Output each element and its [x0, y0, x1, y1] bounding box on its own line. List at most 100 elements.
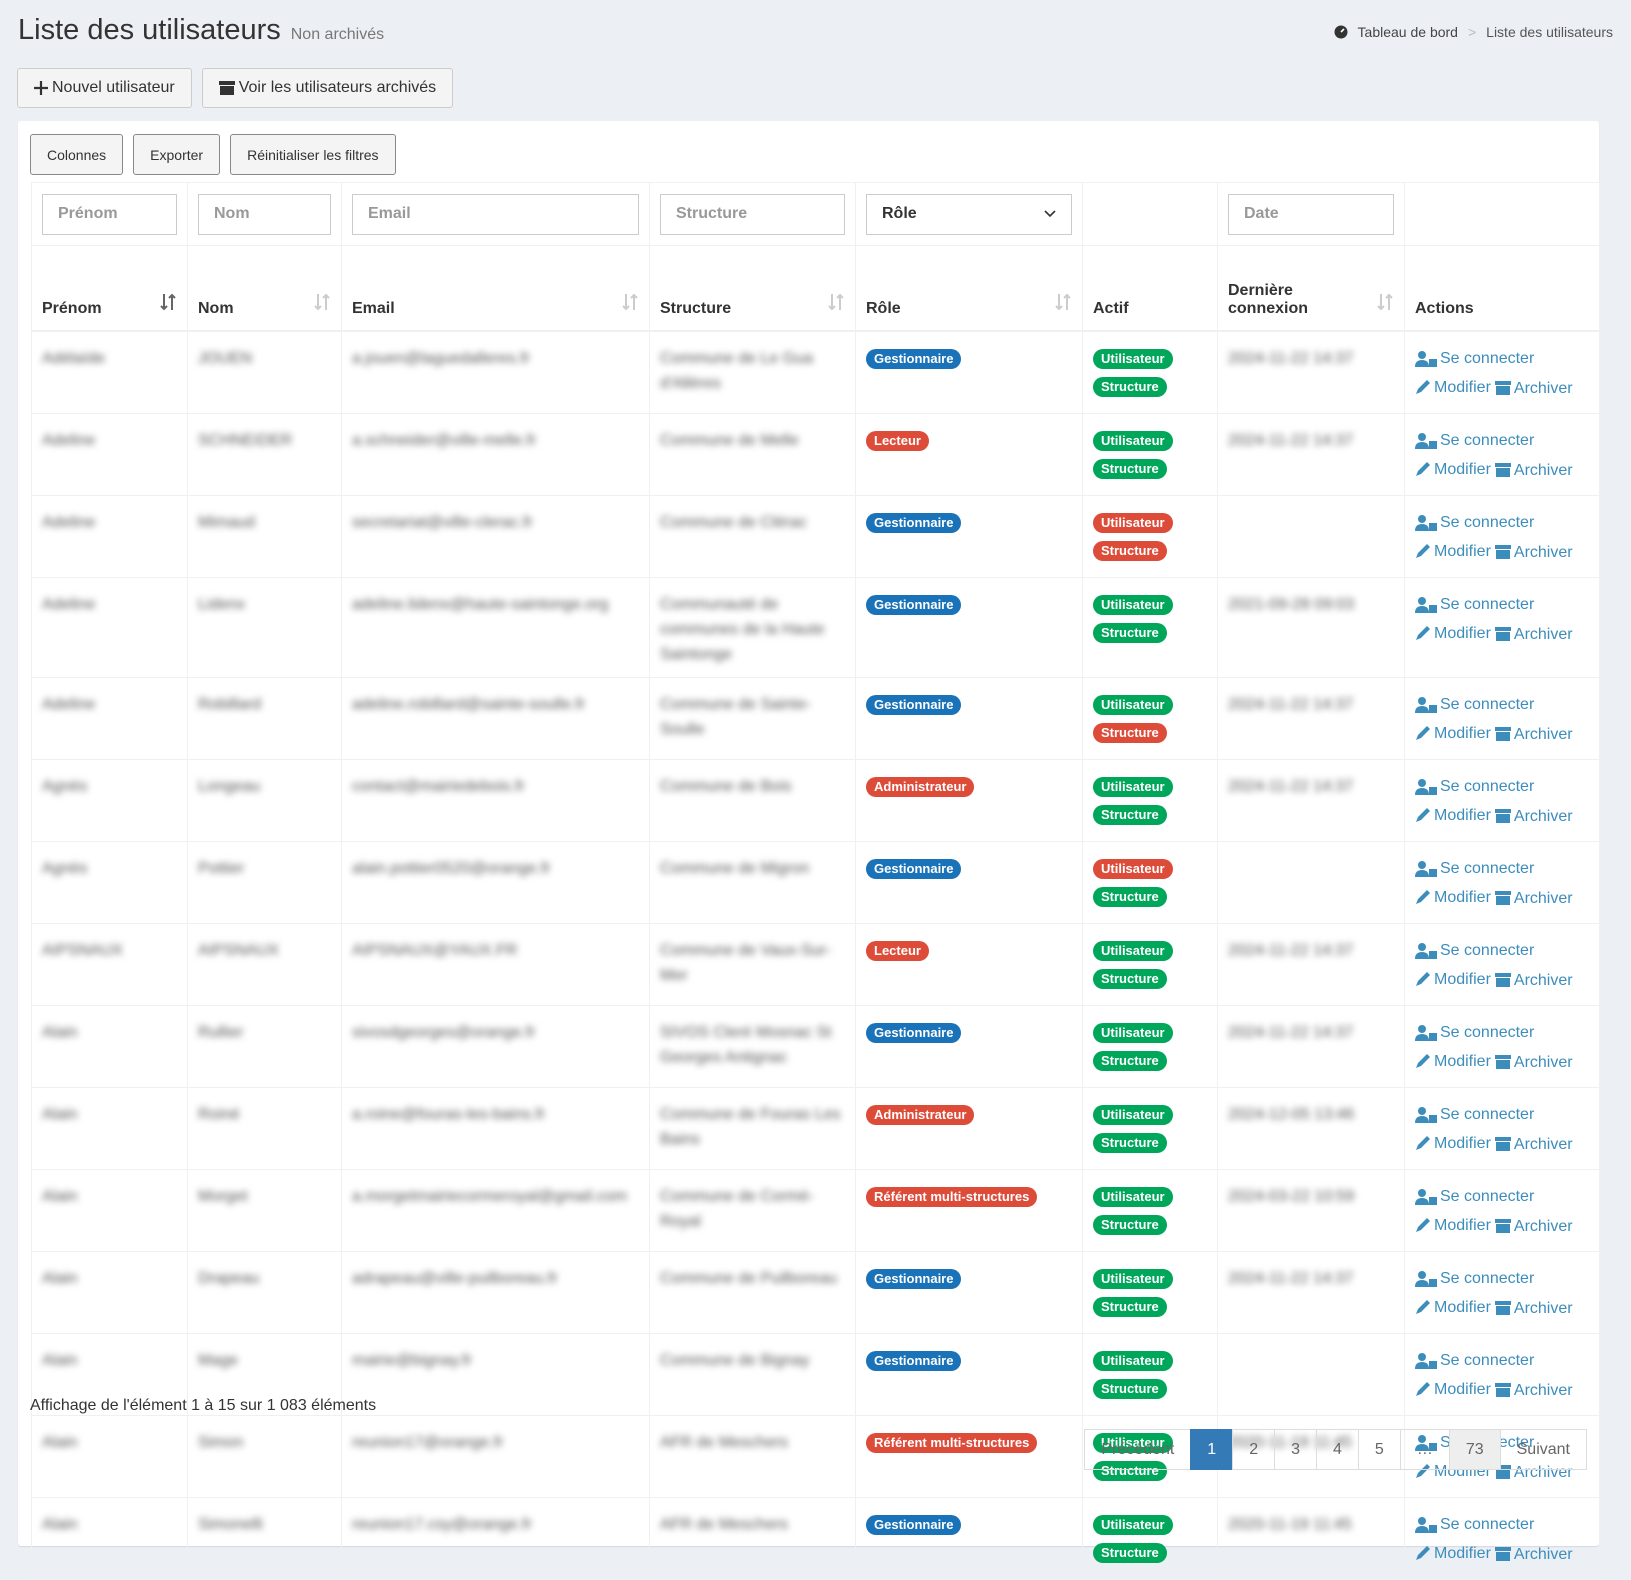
login-as-link[interactable]: Se connecter: [1415, 1266, 1534, 1291]
cell-role: Gestionnaire: [855, 495, 1083, 578]
edit-link[interactable]: Modifier: [1415, 1131, 1491, 1156]
archive-link[interactable]: Archiver: [1494, 968, 1573, 993]
edit-link[interactable]: Modifier: [1415, 967, 1491, 992]
column-header[interactable]: Nom: [187, 245, 342, 332]
edit-link[interactable]: Modifier: [1415, 621, 1491, 646]
role-badge: Gestionnaire: [866, 1351, 962, 1371]
login-as-link[interactable]: Se connecter: [1415, 1512, 1534, 1537]
placeholder: Date: [1244, 205, 1279, 222]
edit-link[interactable]: Modifier: [1415, 1295, 1491, 1320]
cell-role: Référent multi-structures: [855, 1415, 1083, 1498]
archive-icon-svg: [1494, 727, 1511, 741]
archive-link[interactable]: Archiver: [1494, 722, 1573, 747]
breadcrumb-link[interactable]: Tableau de bord: [1357, 24, 1458, 40]
archive-link[interactable]: Archiver: [1494, 1132, 1573, 1157]
edit-link[interactable]: Modifier: [1415, 1213, 1491, 1238]
column-title: Actif: [1093, 300, 1129, 317]
page-link[interactable]: 73: [1448, 1429, 1501, 1470]
status-badge: Structure: [1093, 969, 1167, 989]
archive-icon-svg: [1494, 1547, 1511, 1561]
archive-link[interactable]: Archiver: [1494, 1214, 1573, 1239]
page-link[interactable]: 2: [1232, 1429, 1276, 1470]
pencil-icon: [1415, 1135, 1431, 1151]
login-as-link[interactable]: Se connecter: [1415, 428, 1534, 453]
status-badge: Utilisateur: [1093, 595, 1173, 615]
filter-input[interactable]: Email: [352, 193, 639, 235]
page-link[interactable]: 4: [1316, 1429, 1359, 1470]
column-header[interactable]: Email: [341, 245, 650, 332]
column-header[interactable]: Dernière connexion: [1217, 245, 1405, 332]
login-as-link[interactable]: Se connecter: [1415, 1184, 1534, 1209]
archive-link[interactable]: Archiver: [1494, 1460, 1573, 1485]
new-user-button[interactable]: Nouvel utilisateur: [17, 68, 192, 108]
login-as-link[interactable]: Se connecter: [1415, 1020, 1534, 1045]
toolbar-button[interactable]: Réinitialiser les filtres: [230, 134, 396, 175]
edit-link[interactable]: Modifier: [1415, 803, 1491, 828]
archived-button[interactable]: Voir les utilisateurs archivés: [201, 68, 454, 108]
column-header[interactable]: Rôle: [855, 245, 1083, 332]
page-link[interactable]: Précédent: [1084, 1429, 1192, 1470]
archive-link[interactable]: Archiver: [1494, 1050, 1573, 1075]
status-badge: Utilisateur: [1093, 859, 1173, 879]
login-as-link[interactable]: Se connecter: [1415, 346, 1534, 371]
cell-nom: AIPSNAUX: [187, 923, 342, 1006]
page-link[interactable]: …: [1399, 1429, 1450, 1470]
archive-link[interactable]: Archiver: [1494, 458, 1573, 483]
login-as-link[interactable]: Se connecter: [1415, 592, 1534, 617]
login-as-link[interactable]: Se connecter: [1415, 1102, 1534, 1127]
page-link[interactable]: Suivant: [1499, 1429, 1587, 1470]
archive-link[interactable]: Archiver: [1494, 1542, 1573, 1567]
archive-icon: [218, 81, 235, 95]
cell-structure: Commune de Melle: [649, 413, 856, 496]
sort-icon: [313, 293, 331, 316]
toolbar-button[interactable]: Exporter: [133, 134, 221, 175]
edit-link[interactable]: Modifier: [1415, 375, 1491, 400]
archive-link[interactable]: Archiver: [1494, 540, 1573, 565]
header-row: Prénom Nom Email Structure Rôle Actif Dernière…: [31, 245, 1600, 332]
edit-link[interactable]: Modifier: [1415, 1049, 1491, 1074]
archive-icon: [1494, 1383, 1511, 1397]
archive-icon: [1494, 545, 1511, 559]
login-as-link[interactable]: Se connecter: [1415, 856, 1534, 881]
edit-link[interactable]: Modifier: [1415, 721, 1491, 746]
status-badge: Utilisateur: [1093, 1433, 1173, 1453]
edit-link[interactable]: Modifier: [1415, 1377, 1491, 1402]
archive-icon: [1494, 727, 1511, 741]
login-as-link[interactable]: Se connecter: [1415, 692, 1534, 717]
filter-input[interactable]: Date: [1228, 193, 1394, 235]
role-select[interactable]: Rôle: [866, 193, 1072, 235]
toolbar-button[interactable]: Colonnes: [30, 134, 124, 175]
filter-input[interactable]: Structure: [660, 193, 845, 235]
login-as-link[interactable]: Se connecter: [1415, 1348, 1534, 1373]
cell-prenom: Alain: [31, 1005, 188, 1088]
login-as-link[interactable]: Se connecter: [1415, 774, 1534, 799]
login-as-link[interactable]: Se connecter: [1415, 510, 1534, 535]
page-link[interactable]: 5: [1357, 1429, 1401, 1470]
edit-link[interactable]: Modifier: [1415, 457, 1491, 482]
page-link[interactable]: 1: [1190, 1429, 1234, 1470]
page-link[interactable]: 3: [1274, 1429, 1318, 1470]
cell-role: Lecteur: [855, 923, 1083, 1006]
archive-link[interactable]: Archiver: [1494, 886, 1573, 911]
edit-link[interactable]: Modifier: [1415, 1541, 1491, 1566]
cell-last-login: 2024-12-05 13:46: [1217, 1087, 1405, 1170]
filter-cell: Rôle: [855, 182, 1083, 246]
cell-email: a.schneider@ville-melle.fr: [341, 413, 650, 496]
label: Modifier: [1434, 1544, 1491, 1562]
filter-input[interactable]: Prénom: [42, 193, 177, 235]
pencil-icon: [1415, 807, 1431, 823]
column-header[interactable]: Prénom: [31, 245, 188, 332]
archive-link[interactable]: Archiver: [1494, 804, 1573, 829]
pencil-icon-svg: [1416, 544, 1430, 558]
archive-link[interactable]: Archiver: [1494, 1378, 1573, 1403]
login-as-link[interactable]: Se connecter: [1415, 938, 1534, 963]
edit-link[interactable]: Modifier: [1415, 885, 1491, 910]
column-header[interactable]: Structure: [649, 245, 856, 332]
archive-link[interactable]: Archiver: [1494, 1296, 1573, 1321]
archive-link[interactable]: Archiver: [1494, 622, 1573, 647]
last-login: 2024-11-22 14:37: [1228, 432, 1354, 449]
archive-link[interactable]: Archiver: [1494, 376, 1573, 401]
edit-link[interactable]: Modifier: [1415, 539, 1491, 564]
user-icon-svg: [1415, 696, 1437, 713]
filter-input[interactable]: Nom: [198, 193, 331, 235]
